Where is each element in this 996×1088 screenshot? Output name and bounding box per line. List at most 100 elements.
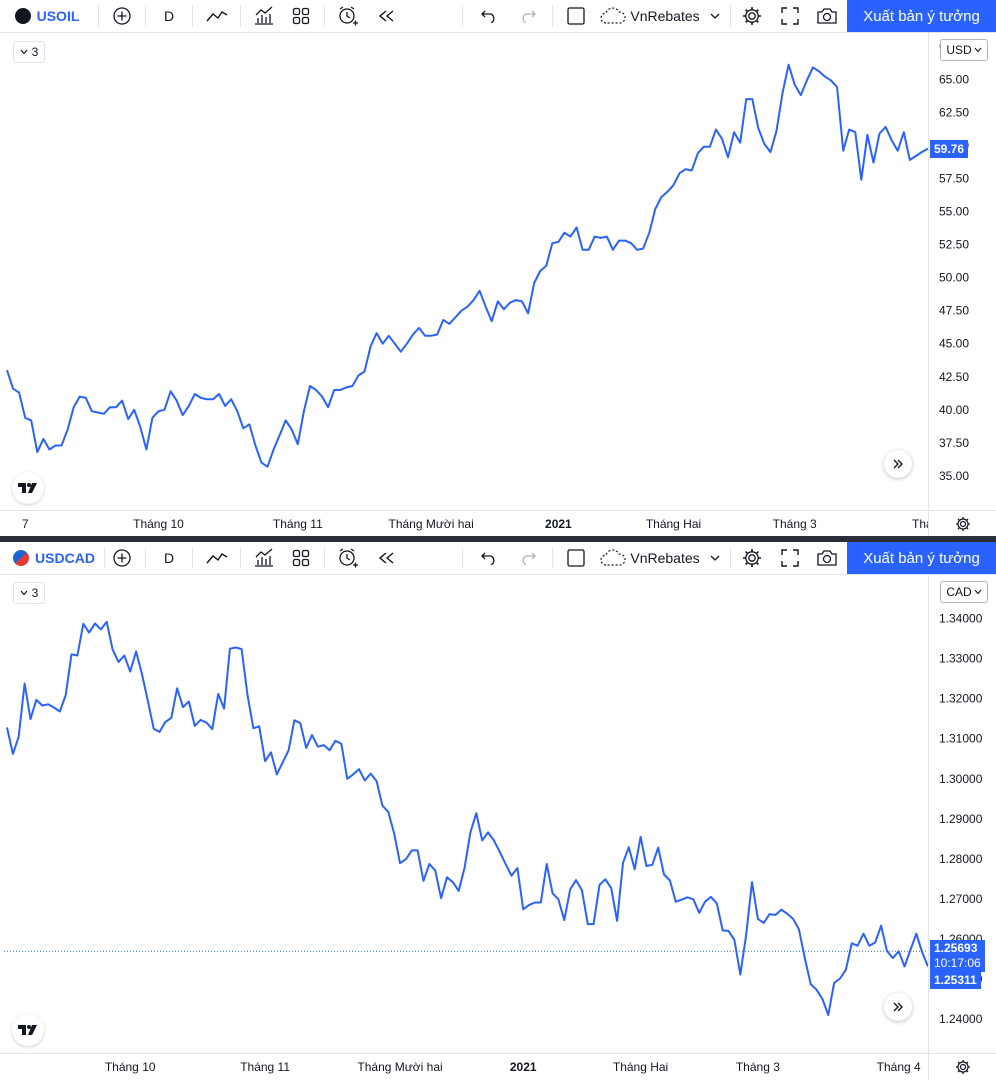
redo-icon — [522, 552, 536, 565]
tradingview-logo — [12, 1014, 44, 1046]
fullscreen-select-button[interactable] — [562, 0, 590, 32]
alarm-clock-plus-icon — [339, 548, 358, 568]
tradingview-logo — [12, 472, 44, 504]
time-tick-label: Tháng 10 — [105, 1060, 156, 1074]
rewind-icon — [378, 552, 394, 564]
bottom-toolbar: USDCAD D — [0, 542, 996, 575]
top-toolbar: USOIL D — [0, 0, 996, 33]
divider — [324, 548, 325, 568]
divider — [192, 548, 193, 568]
chart-settings-button[interactable] — [928, 1053, 996, 1080]
bid-price-label: 1.25311 — [930, 971, 981, 989]
divider — [145, 548, 146, 568]
bar-countdown: 10:17:06 — [934, 956, 981, 970]
time-tick-label: Tháng 11 — [273, 517, 323, 531]
alarm-clock-plus-icon — [339, 6, 358, 26]
undo-button[interactable] — [474, 0, 504, 32]
price-tick-label: 1.30000 — [939, 772, 983, 786]
time-tick-label: Tháng 4 — [877, 1060, 921, 1074]
divider — [98, 6, 99, 26]
publish-idea-button[interactable]: Xuất bản ý tưởng — [847, 542, 996, 574]
symbol-label: USOIL — [36, 8, 80, 24]
symbol-label: USDCAD — [35, 550, 95, 566]
publish-idea-button[interactable]: Xuất bản ý tưởng — [847, 0, 996, 32]
interval-button[interactable]: D — [163, 550, 175, 566]
price-tick-label: 1.34000 — [939, 612, 983, 626]
fullscreen-icon — [781, 549, 799, 567]
indicators-icon — [255, 6, 273, 25]
indicators-button[interactable] — [250, 0, 278, 32]
chevron-down-icon — [974, 47, 982, 53]
interval-button[interactable]: D — [163, 8, 175, 24]
snapshot-button[interactable] — [813, 0, 841, 32]
layout-template-button[interactable]: VnRebates — [598, 0, 722, 32]
replay-button[interactable] — [373, 542, 401, 574]
undo-button[interactable] — [474, 542, 504, 574]
time-axis-usdcad[interactable]: Tháng 10 Tháng 11 Tháng Mười hai 2021 Tháng … — [0, 1053, 928, 1080]
symbol-search-button[interactable]: USDCAD — [10, 542, 98, 574]
price-tick-label: 55.00 — [939, 205, 969, 219]
price-tick-label: 1.27000 — [939, 892, 983, 906]
compare-add-button[interactable] — [108, 542, 136, 574]
alert-button[interactable] — [334, 542, 362, 574]
settings-button[interactable] — [738, 0, 766, 32]
oil-drop-icon — [14, 8, 31, 24]
settings-button[interactable] — [738, 542, 766, 574]
divider — [462, 6, 463, 26]
replay-button[interactable] — [373, 0, 401, 32]
redo-button[interactable] — [513, 542, 543, 574]
divider — [104, 548, 105, 568]
symbol-search-button[interactable]: USOIL — [10, 0, 84, 32]
scroll-to-realtime-button[interactable] — [884, 450, 912, 478]
fullscreen-button[interactable] — [776, 542, 804, 574]
chart-style-button[interactable] — [202, 542, 232, 574]
chevron-down-icon — [20, 590, 28, 596]
alert-button[interactable] — [334, 0, 362, 32]
price-tick-label: 47.50 — [939, 304, 969, 318]
tradingview-logo-icon — [18, 483, 37, 493]
compare-add-button[interactable] — [108, 0, 136, 32]
time-tick-label: 2021 — [545, 517, 572, 531]
layout-button[interactable] — [287, 542, 315, 574]
snapshot-button[interactable] — [813, 542, 841, 574]
layout-template-button[interactable]: VnRebates — [598, 542, 722, 574]
time-tick-label: Tháng 4 — [912, 517, 928, 531]
indicators-button[interactable] — [250, 542, 278, 574]
time-tick-label: Tháng Hai — [646, 517, 701, 531]
indicators-collapse-button[interactable]: 3 — [13, 41, 45, 63]
chevron-down-icon — [710, 555, 720, 561]
redo-button[interactable] — [513, 0, 543, 32]
chevron-down-icon — [20, 49, 28, 55]
price-tick-label: 52.50 — [939, 238, 969, 252]
chart-settings-button[interactable] — [928, 510, 996, 537]
panel-divider[interactable] — [0, 536, 996, 542]
time-axis-usoil[interactable]: 7 Tháng 10 Tháng 11 Tháng Mười hai 2021 Tháng… — [0, 510, 928, 537]
currency-select[interactable]: USD — [940, 39, 988, 61]
price-chart-usdcad[interactable] — [4, 575, 928, 1053]
rewind-icon — [378, 10, 394, 22]
chart-style-button[interactable] — [202, 0, 232, 32]
chevron-double-right-icon — [893, 1002, 903, 1012]
divider — [240, 548, 241, 568]
time-tick-label: Tháng 3 — [736, 1060, 780, 1074]
price-chart-usoil[interactable] — [4, 33, 928, 509]
divider — [240, 6, 241, 26]
undo-icon — [481, 552, 495, 565]
fullscreen-select-button[interactable] — [562, 542, 590, 574]
price-tick-label: 35.00 — [939, 469, 969, 483]
currency-select[interactable]: CAD — [940, 581, 988, 603]
divider — [462, 548, 463, 568]
fullscreen-button[interactable] — [776, 0, 804, 32]
layout-button[interactable] — [287, 0, 315, 32]
price-axis-usoil[interactable]: 35.00 37.50 40.00 42.50 45.00 47.50 50.00 52.50… — [928, 33, 996, 509]
price-tick-label: 62.50 — [939, 105, 969, 119]
last-price-label: 59.76 — [930, 139, 969, 158]
gear-icon — [743, 7, 761, 25]
scroll-to-realtime-button[interactable] — [884, 993, 912, 1021]
divider — [730, 6, 731, 26]
divider — [145, 6, 146, 26]
indicators-collapse-button[interactable]: 3 — [13, 582, 45, 604]
collapse-count: 3 — [31, 586, 39, 600]
price-tick-label: 1.24000 — [939, 1012, 983, 1026]
square-icon — [567, 549, 585, 567]
